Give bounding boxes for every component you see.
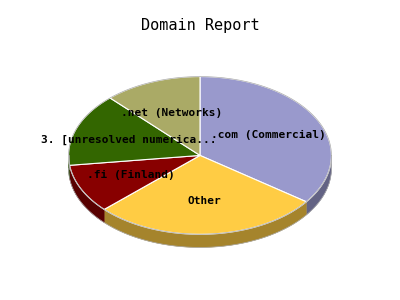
Polygon shape [70,155,200,209]
Text: .com (Commercial): .com (Commercial) [210,130,325,140]
Polygon shape [104,155,306,234]
Text: .net (Networks): .net (Networks) [121,108,222,118]
Text: .fi (Finland): .fi (Finland) [87,170,175,180]
Text: Domain Report: Domain Report [141,18,259,33]
Text: Other: Other [188,196,222,206]
Text: 3. [unresolved numerica...: 3. [unresolved numerica... [40,135,216,145]
Polygon shape [68,155,70,178]
Polygon shape [306,154,332,215]
Polygon shape [104,202,306,247]
Polygon shape [70,165,104,223]
Polygon shape [110,76,200,155]
Polygon shape [68,98,200,165]
Polygon shape [200,76,332,202]
